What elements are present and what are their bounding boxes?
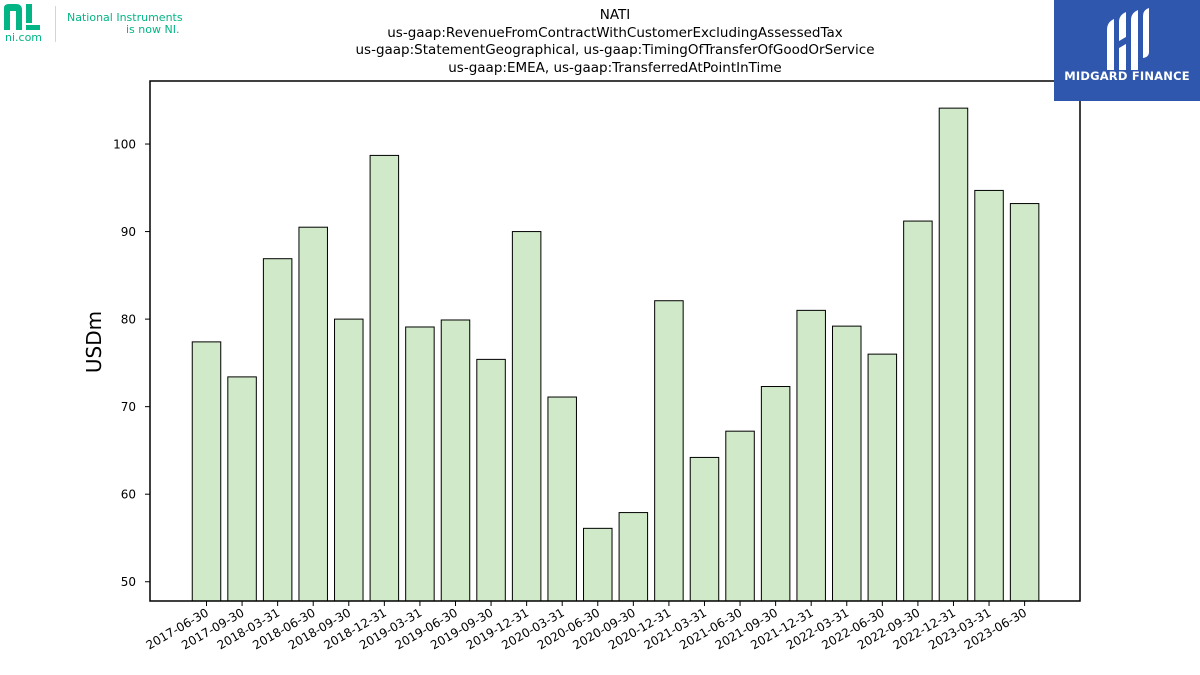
chart-title-line-2: us-gaap:RevenueFromContractWithCustomerE… xyxy=(387,24,843,41)
y-axis-label: USDm xyxy=(82,311,106,373)
bar-2018-03-31 xyxy=(262,258,293,602)
y-axis-ticks: 50 60 70 80 90 100 xyxy=(113,138,150,589)
y-tick-label: 50 xyxy=(121,575,136,589)
bar-2021-09-30 xyxy=(760,386,791,602)
bar-2021-03-31 xyxy=(689,456,720,602)
bar-2018-06-30 xyxy=(298,226,328,602)
ni-logo-icon xyxy=(4,4,40,30)
bar-2019-09-30 xyxy=(476,358,506,602)
bar-2020-03-31 xyxy=(547,396,577,602)
bar-2017-06-30 xyxy=(191,341,222,602)
ni-tagline-2: is now NI. xyxy=(126,23,180,36)
chart-title-line-4: us-gaap:EMEA, us-gaap:TransferredAtPoint… xyxy=(448,60,782,77)
bar-2017-09-30 xyxy=(227,376,257,602)
bar-2021-06-30 xyxy=(725,430,755,602)
bar-2018-09-30 xyxy=(334,318,364,602)
bar-2020-06-30 xyxy=(583,527,613,602)
chart-title: NATI us-gaap:RevenueFromContractWithCust… xyxy=(300,7,930,78)
ni-tagline-1: National Instruments xyxy=(67,11,183,24)
bar-2019-03-31 xyxy=(405,326,435,602)
midgard-monogram-icon xyxy=(1107,8,1149,70)
ni-logo-divider xyxy=(55,6,56,42)
midgard-finance-logo: MIDGARD FINANCE xyxy=(1054,0,1200,101)
bar-2020-09-30 xyxy=(618,512,649,602)
bar-2022-09-30 xyxy=(903,220,933,602)
y-tick-label: 70 xyxy=(121,400,136,414)
chart-title-line-3: us-gaap:StatementGeographical, us-gaap:T… xyxy=(355,42,875,59)
ni-url-text: ni.com xyxy=(5,31,43,44)
bar-2019-12-31 xyxy=(511,231,542,602)
bar-2020-12-31 xyxy=(654,300,684,602)
bar-2023-03-31 xyxy=(974,189,1004,602)
bar-2022-12-31 xyxy=(938,107,969,602)
ni-logo: ni.com National Instruments is now NI. xyxy=(0,0,190,50)
bar-2022-03-31 xyxy=(832,325,862,602)
y-tick-label: 80 xyxy=(121,313,136,327)
bars-group xyxy=(191,107,1040,602)
plot-frame xyxy=(149,80,1081,602)
bar-2023-06-30 xyxy=(1009,203,1040,602)
midgard-finance-wordmark: MIDGARD FINANCE xyxy=(1064,69,1190,83)
bar-2018-12-31 xyxy=(369,154,400,602)
bar-2021-12-31 xyxy=(796,309,826,602)
bar-2022-06-30 xyxy=(867,353,898,602)
chart-title-line-1: NATI xyxy=(599,7,631,23)
x-axis-ticks: 2017-06-302017-09-302018-03-312018-06-30… xyxy=(144,601,1029,652)
y-tick-label: 100 xyxy=(113,138,136,152)
y-tick-label: 90 xyxy=(121,225,136,239)
bar-2019-06-30 xyxy=(440,319,471,602)
y-tick-label: 60 xyxy=(121,488,136,502)
